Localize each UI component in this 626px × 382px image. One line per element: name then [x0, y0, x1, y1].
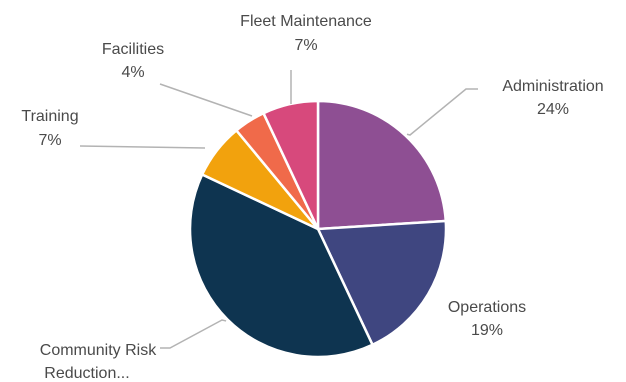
pie-slice-administration: [316, 99, 448, 231]
slice-label-facilities: Facilities: [102, 41, 164, 58]
leader-line-facilities: [159, 83, 253, 117]
slice-label-operations: Operations: [448, 299, 526, 316]
leader-line-administration: [406, 88, 478, 136]
leader-lines: [79, 70, 478, 349]
slice-value-training: 7%: [38, 132, 61, 149]
slice-value-operations: 19%: [471, 322, 503, 339]
pie-slice-operations: [316, 219, 448, 347]
pie-slice-fleet-maintenance: [261, 99, 320, 230]
slice-label-fleet-maintenance: Fleet Maintenance: [240, 13, 372, 30]
slice-label-training: Training: [21, 108, 78, 125]
pie-slice-community-risk-reduction: [188, 172, 375, 359]
slice-label-administration: Administration: [502, 78, 603, 95]
slice-label-community-risk-line1: Community Risk: [40, 342, 157, 359]
pie-slices: [188, 99, 448, 359]
slice-value-administration: 24%: [537, 101, 569, 118]
slice-label-community-risk-line2: Reduction...: [44, 365, 129, 382]
leader-line-community-risk-reduction: [160, 319, 227, 349]
leader-line-training: [79, 145, 206, 149]
slice-value-fleet-maintenance: 7%: [294, 37, 317, 54]
slice-value-facilities: 4%: [121, 64, 144, 81]
